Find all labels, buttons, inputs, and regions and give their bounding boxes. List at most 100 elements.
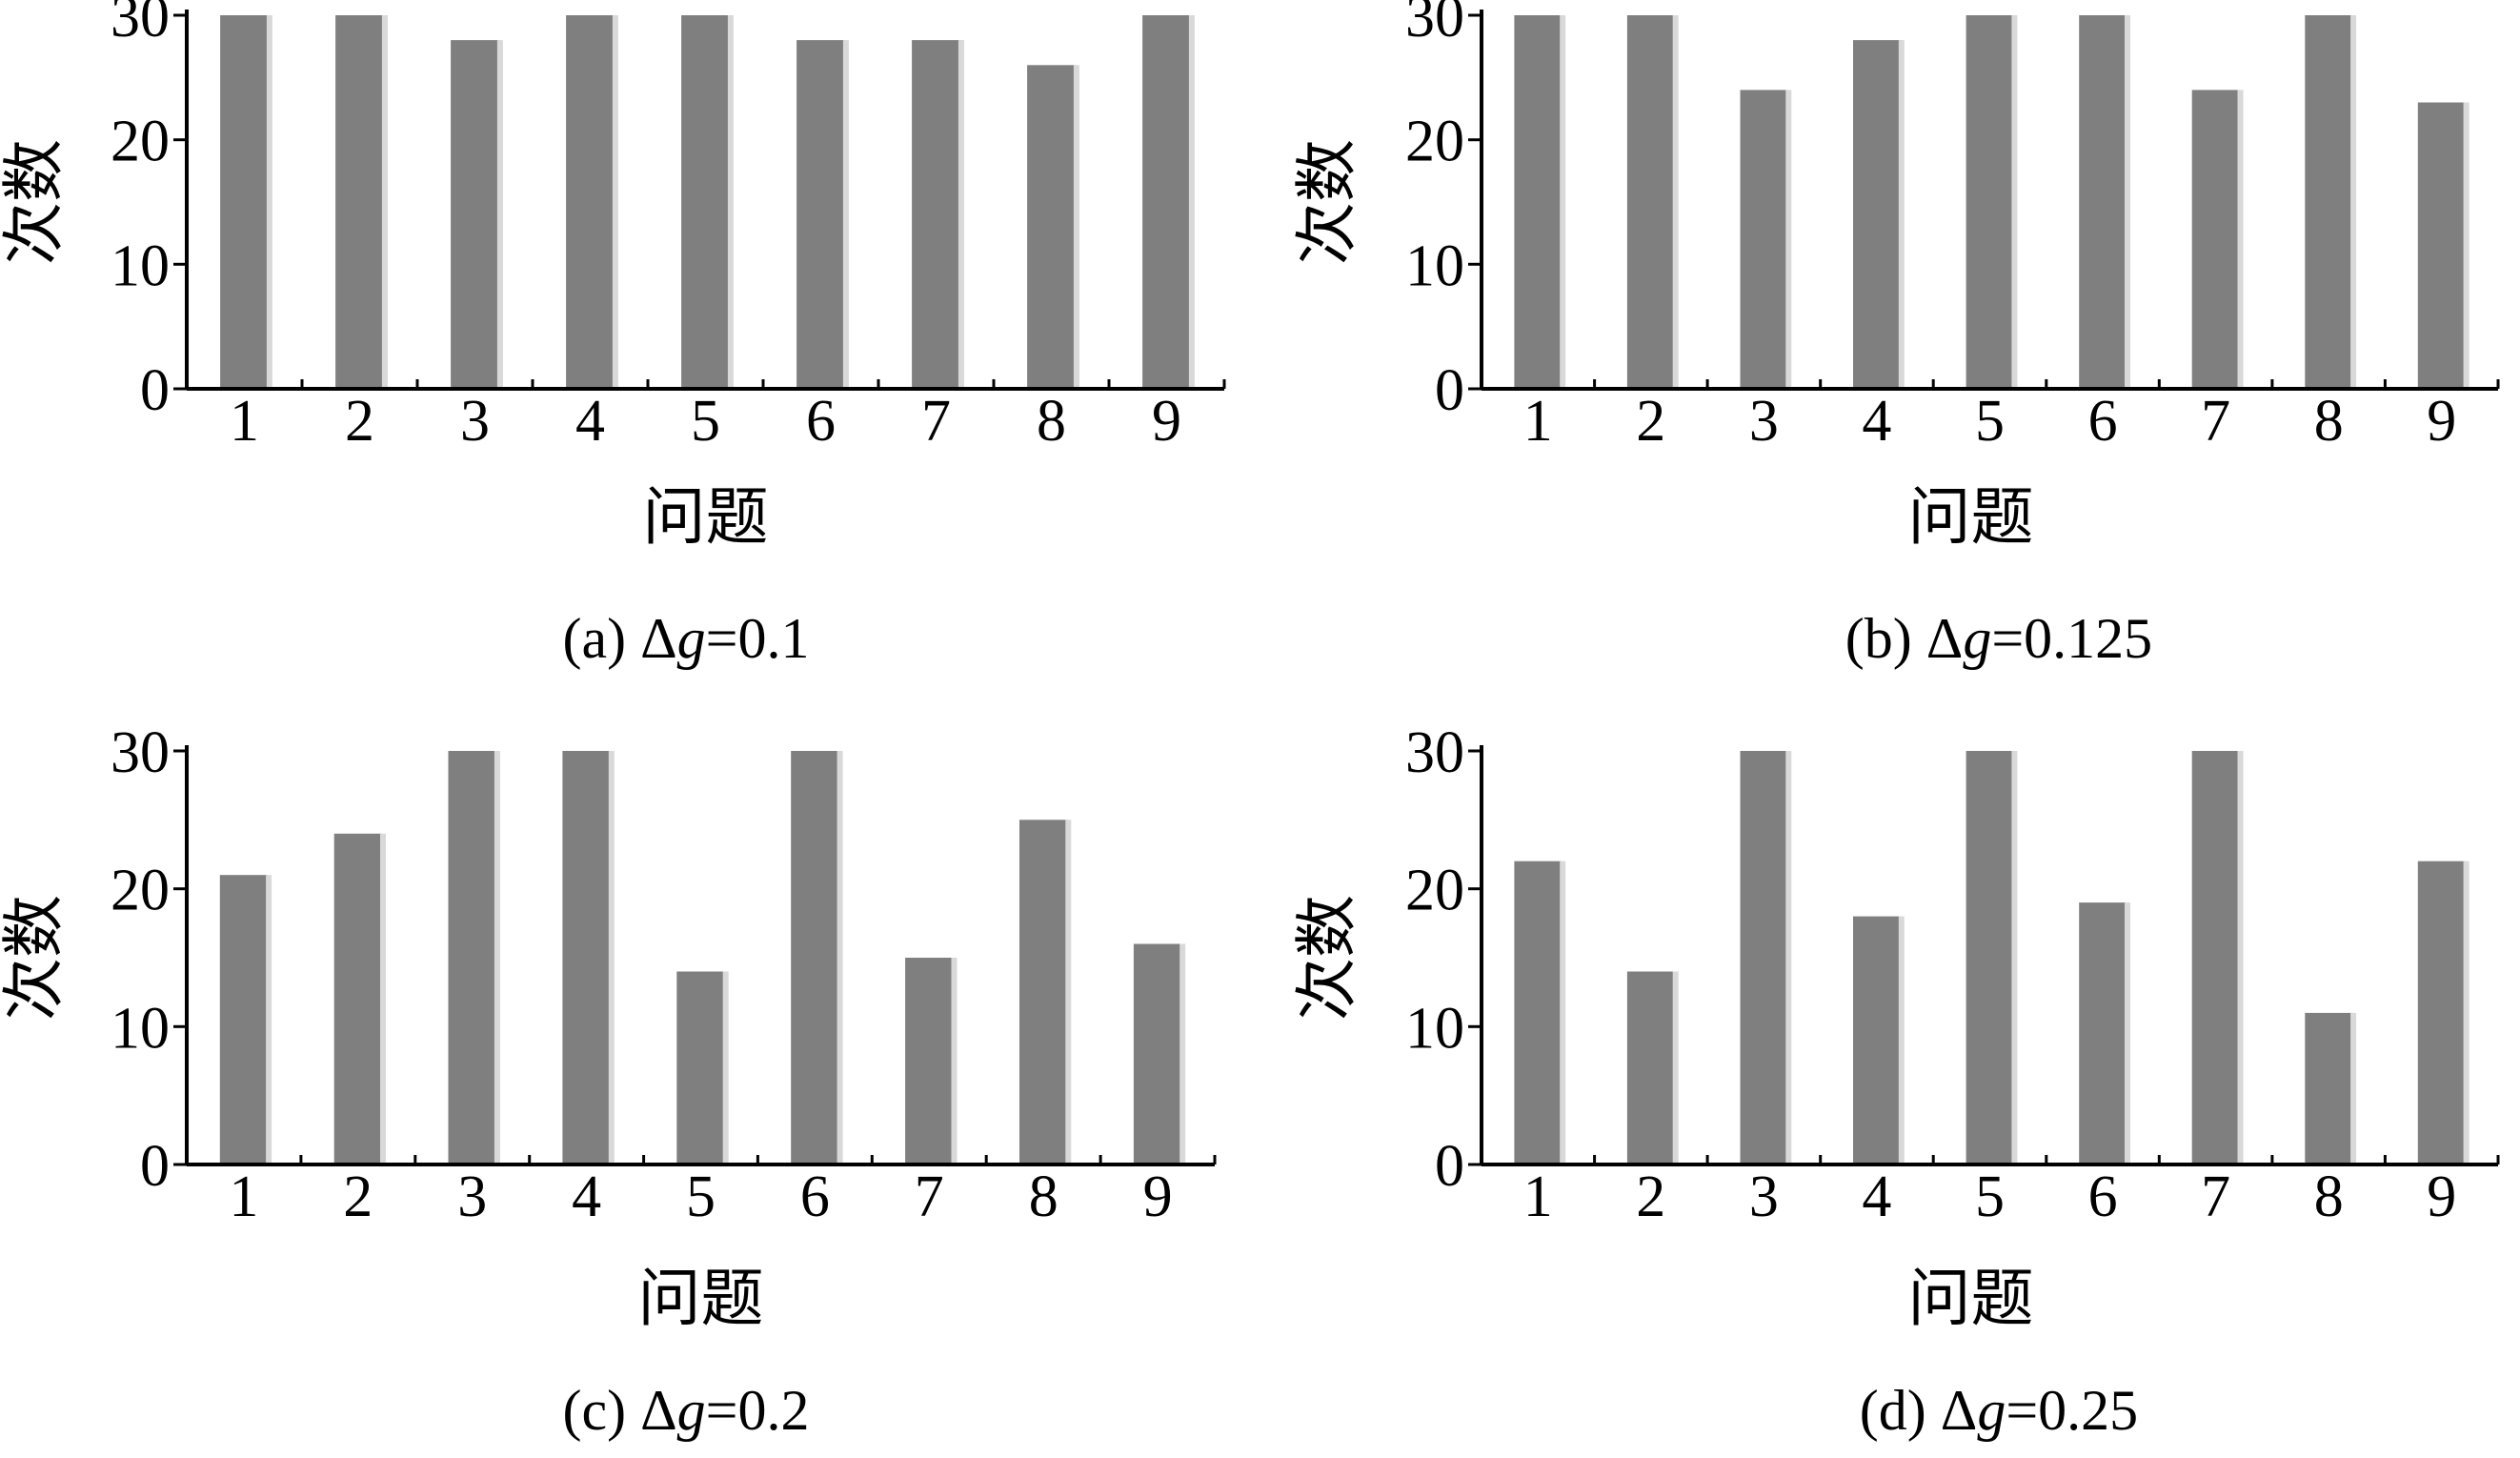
bar-4 — [1853, 916, 1901, 1164]
y-tick-label-10: 10 — [1405, 996, 1464, 1061]
x-tick-label-2: 2 — [1636, 389, 1665, 454]
caption-variable: g — [677, 1379, 706, 1442]
bar-5 — [1966, 15, 2014, 389]
y-tick-label-0: 0 — [1435, 1134, 1464, 1199]
bar-9 — [2417, 102, 2466, 389]
x-tick-label-3: 3 — [1749, 389, 1779, 454]
bar-8 — [2305, 1012, 2353, 1164]
bar-8 — [2305, 15, 2353, 389]
bar-edge-7 — [958, 40, 964, 389]
bar-edge-6 — [837, 751, 843, 1164]
x-axis-label: 问题 — [1908, 483, 2034, 553]
bar-4 — [1853, 40, 1901, 389]
x-tick-label-1: 1 — [229, 1164, 258, 1229]
panel-caption: (b) Δg=0.125 — [1845, 607, 2152, 670]
x-tick-label-5: 5 — [1975, 1164, 2005, 1229]
y-tick-label-0: 0 — [140, 1134, 170, 1199]
bar-2 — [1626, 15, 1675, 389]
x-tick-label-7: 7 — [915, 1164, 944, 1229]
x-tick-label-7: 7 — [2201, 389, 2230, 454]
bar-edge-8 — [1073, 65, 1079, 390]
bar-9 — [1142, 15, 1191, 389]
bar-3 — [1740, 751, 1788, 1164]
bar-1 — [1514, 861, 1562, 1164]
bar-edge-6 — [842, 40, 849, 389]
bar-edge-7 — [2237, 90, 2244, 390]
bar-6 — [791, 751, 839, 1164]
x-tick-label-4: 4 — [572, 1164, 601, 1229]
bar-3 — [448, 751, 496, 1164]
bar-1 — [219, 875, 269, 1164]
y-axis-label: 次数 — [1293, 139, 1362, 265]
bar-edge-2 — [380, 833, 386, 1164]
bar-7 — [905, 958, 954, 1164]
caption-prefix: (c) Δ — [562, 1379, 676, 1442]
bar-edge-9 — [2463, 861, 2470, 1164]
bar-1 — [1514, 15, 1562, 389]
x-tick-label-9: 9 — [1143, 1164, 1173, 1229]
bar-edge-8 — [2350, 15, 2357, 389]
bar-edge-3 — [1785, 90, 1792, 390]
bar-5 — [681, 15, 730, 389]
bar-3 — [1740, 90, 1788, 390]
bar-9 — [2417, 861, 2466, 1164]
bar-2 — [333, 833, 383, 1164]
bar-edge-9 — [1179, 943, 1186, 1164]
bar-5 — [676, 971, 725, 1164]
x-tick-label-8: 8 — [1037, 389, 1066, 454]
bar-8 — [1019, 820, 1068, 1164]
x-tick-label-1: 1 — [1523, 1164, 1553, 1229]
x-tick-label-9: 9 — [1152, 389, 1181, 454]
x-tick-label-5: 5 — [1975, 389, 2005, 454]
y-axis-label: 次数 — [0, 139, 70, 265]
y-tick-label-30: 30 — [111, 0, 170, 50]
bar-edge-7 — [951, 958, 958, 1164]
x-tick-label-4: 4 — [575, 389, 605, 454]
x-tick-label-1: 1 — [1523, 389, 1553, 454]
panel-caption: (a) Δg=0.1 — [562, 607, 809, 670]
x-tick-label-3: 3 — [1749, 1164, 1779, 1229]
bar-1 — [220, 15, 269, 389]
panel-caption: (c) Δg=0.2 — [562, 1379, 809, 1442]
caption-suffix: =0.2 — [706, 1379, 810, 1442]
bar-edge-7 — [2237, 751, 2244, 1164]
bar-edge-9 — [1188, 15, 1195, 389]
y-tick-label-30: 30 — [1405, 0, 1464, 50]
bar-6 — [2079, 902, 2127, 1164]
bar-edge-9 — [2463, 102, 2470, 389]
y-tick-label-20: 20 — [111, 859, 170, 923]
caption-suffix: =0.125 — [1991, 607, 2152, 670]
bar-edge-1 — [1560, 15, 1566, 389]
bar-edge-3 — [496, 40, 503, 389]
bar-2 — [1626, 971, 1675, 1164]
bar-5 — [1966, 751, 2014, 1164]
bar-edge-4 — [1898, 40, 1905, 389]
bar-edge-6 — [2125, 15, 2130, 389]
bar-edge-5 — [2011, 15, 2018, 389]
bar-7 — [912, 40, 960, 389]
bar-edge-4 — [612, 15, 618, 389]
y-tick-label-30: 30 — [1405, 720, 1464, 785]
bar-4 — [562, 751, 611, 1164]
bar-edge-1 — [1560, 861, 1566, 1164]
bar-edge-1 — [266, 875, 272, 1164]
y-tick-label-0: 0 — [140, 358, 170, 423]
bar-edge-8 — [2350, 1012, 2357, 1164]
x-tick-label-2: 2 — [1636, 1164, 1665, 1229]
y-tick-label-10: 10 — [1405, 233, 1464, 298]
bar-edge-3 — [494, 751, 500, 1164]
x-tick-label-7: 7 — [2201, 1164, 2230, 1229]
bar-4 — [566, 15, 615, 389]
bar-edge-1 — [266, 15, 272, 389]
y-tick-label-0: 0 — [1435, 358, 1464, 423]
caption-variable: g — [1977, 1379, 2006, 1442]
bar-9 — [1133, 943, 1182, 1164]
caption-variable: g — [1963, 607, 1991, 670]
x-tick-label-2: 2 — [345, 389, 374, 454]
panel-caption: (d) Δg=0.25 — [1860, 1379, 2138, 1442]
x-tick-label-8: 8 — [2314, 389, 2344, 454]
bar-edge-5 — [722, 971, 729, 1164]
y-tick-label-10: 10 — [111, 996, 170, 1061]
